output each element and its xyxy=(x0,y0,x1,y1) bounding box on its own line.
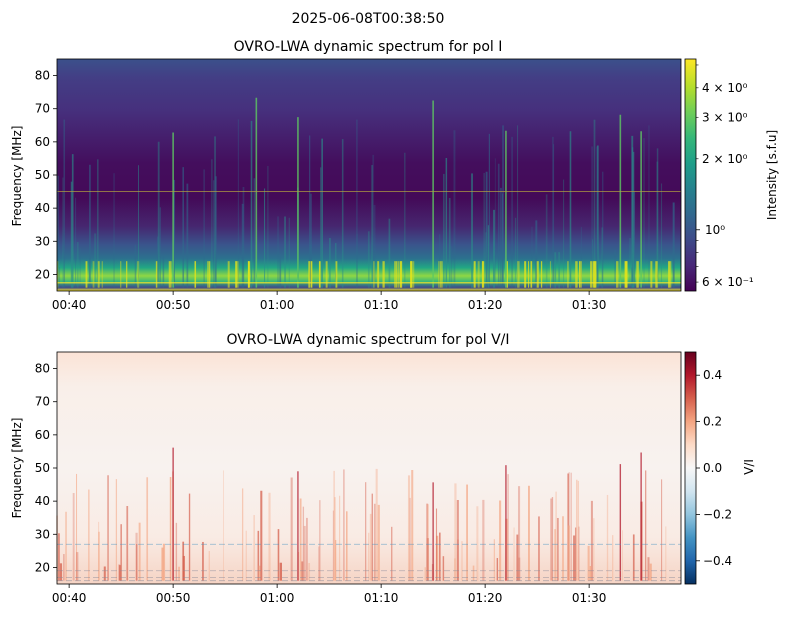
figure-suptitle: 2025-06-08T00:38:50 xyxy=(292,11,445,27)
x-tick-label: 01:10 xyxy=(364,591,399,605)
colorbar-intensity-label: Intensity [s.f.u] xyxy=(765,130,779,220)
colorbar-vi-ticks: 0.4 0.2 0.0 −0.2 −0.4 xyxy=(696,368,732,568)
x-tick-label: 01:30 xyxy=(572,298,607,312)
colorbar-intensity-gradient xyxy=(684,58,697,292)
y-tick-label: 40 xyxy=(35,201,50,215)
colorbar-tick-label: −0.2 xyxy=(703,507,732,521)
panel-pol-i: OVRO-LWA dynamic spectrum for pol I Freq… xyxy=(10,39,682,312)
colorbar-vi-gradient xyxy=(684,351,697,585)
colorbar-vi: 0.4 0.2 0.0 −0.2 −0.4 V/I xyxy=(684,351,756,585)
colorbar-intensity: 10⁰ 6 × 10⁻¹ 2 × 10⁰ 3 × 10⁰ 4 × 10⁰ Intensi… xyxy=(684,58,779,292)
panel-vi-y-axis: 20 30 40 50 60 70 80 xyxy=(35,362,57,574)
colorbar-tick-label: 6 × 10⁻¹ xyxy=(702,275,754,289)
panel-i-features xyxy=(56,97,681,288)
panel-vi-title: OVRO-LWA dynamic spectrum for pol V/I xyxy=(226,332,509,348)
y-tick-label: 80 xyxy=(35,69,50,83)
colorbar-tick-label: 0.0 xyxy=(703,461,722,475)
x-tick-label: 01:20 xyxy=(468,298,503,312)
x-tick-label: 01:10 xyxy=(364,298,399,312)
panel-pol-vi: OVRO-LWA dynamic spectrum for pol V/I Fr… xyxy=(10,332,682,605)
y-tick-label: 60 xyxy=(35,135,50,149)
colorbar-tick-label: 2 × 10⁰ xyxy=(702,152,748,166)
panel-i-heatmap-background xyxy=(57,59,681,291)
y-tick-label: 70 xyxy=(35,395,50,409)
x-tick-label: 00:50 xyxy=(156,298,191,312)
y-tick-label: 40 xyxy=(35,494,50,508)
x-tick-label: 00:50 xyxy=(156,591,191,605)
y-tick-label: 80 xyxy=(35,362,50,376)
panel-i-title: OVRO-LWA dynamic spectrum for pol I xyxy=(234,39,503,55)
y-tick-label: 70 xyxy=(35,102,50,116)
colorbar-tick-label: 3 × 10⁰ xyxy=(702,110,748,124)
y-tick-label: 20 xyxy=(35,267,50,281)
y-tick-label: 30 xyxy=(35,527,50,541)
y-tick-label: 60 xyxy=(35,428,50,442)
panel-i-y-axis: 20 30 40 50 60 70 80 xyxy=(35,69,57,281)
panel-i-ylabel: Frequency [MHz] xyxy=(10,126,24,227)
x-tick-label: 01:30 xyxy=(572,591,607,605)
colorbar-tick-label: −0.4 xyxy=(703,554,732,568)
colorbar-tick-label: 4 × 10⁰ xyxy=(702,81,748,95)
colorbar-tick-label: 10⁰ xyxy=(705,223,725,237)
y-tick-label: 50 xyxy=(35,461,50,475)
x-tick-label: 01:00 xyxy=(260,591,295,605)
panel-vi-features xyxy=(56,447,681,582)
y-tick-label: 50 xyxy=(35,168,50,182)
colorbar-tick-label: 0.4 xyxy=(703,368,722,382)
y-tick-label: 30 xyxy=(35,234,50,248)
colorbar-intensity-ticks: 10⁰ 6 × 10⁻¹ 2 × 10⁰ 3 × 10⁰ 4 × 10⁰ xyxy=(696,64,754,289)
x-tick-label: 00:40 xyxy=(52,591,87,605)
y-tick-label: 20 xyxy=(35,560,50,574)
colorbar-tick-label: 0.2 xyxy=(703,415,722,429)
panel-vi-ylabel: Frequency [MHz] xyxy=(10,418,24,519)
colorbar-vi-label: V/I xyxy=(742,459,756,475)
x-tick-label: 00:40 xyxy=(52,298,87,312)
panel-i-x-axis: 00:40 00:50 01:00 01:10 01:20 01:30 xyxy=(52,291,607,312)
x-tick-label: 01:20 xyxy=(468,591,503,605)
x-tick-label: 01:00 xyxy=(260,298,295,312)
panel-vi-x-axis: 00:40 00:50 01:00 01:10 01:20 01:30 xyxy=(52,584,607,605)
